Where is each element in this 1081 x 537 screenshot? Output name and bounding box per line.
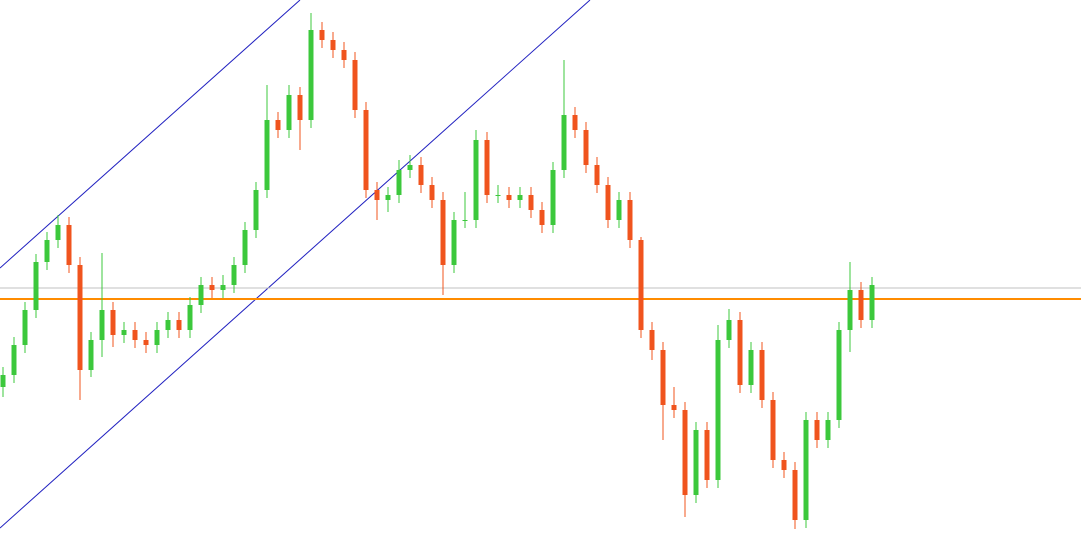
candle-body — [374, 190, 380, 200]
candle-body — [209, 285, 215, 290]
candle-body — [869, 285, 875, 320]
channel-lower — [0, 0, 591, 529]
candle-body — [198, 285, 204, 305]
candle-body — [759, 350, 765, 400]
candle-body — [253, 190, 259, 230]
candle-body — [363, 110, 369, 190]
candle-body — [77, 265, 83, 370]
candle-body — [825, 420, 831, 440]
candle-body — [242, 230, 248, 265]
candle-body — [462, 220, 468, 221]
candle-body — [396, 170, 402, 195]
candle-body — [770, 400, 776, 460]
channel-upper — [0, 0, 301, 269]
candle-body — [781, 460, 787, 470]
candle-body — [143, 340, 149, 345]
candle-body — [176, 320, 182, 330]
candle-body — [110, 310, 116, 335]
candle-body — [671, 405, 677, 410]
candle-body — [55, 225, 61, 240]
candle-body — [616, 200, 622, 220]
candle-body — [132, 330, 138, 340]
candle-body — [44, 240, 50, 262]
candle-body — [275, 120, 281, 130]
candle-body — [319, 30, 325, 40]
candle-body — [352, 60, 358, 110]
candle-body — [693, 430, 699, 495]
candle-body — [528, 195, 534, 210]
candle-body — [429, 185, 435, 200]
candle-body — [121, 330, 127, 335]
candle-body — [165, 320, 171, 330]
candle-body — [286, 95, 292, 130]
candle-body — [341, 50, 347, 60]
candle-body — [550, 170, 556, 225]
candle-body — [660, 350, 666, 405]
candle-body — [682, 410, 688, 495]
candle-body — [187, 305, 193, 330]
candle-body — [473, 140, 479, 220]
candle-body — [572, 115, 578, 130]
candle-body — [154, 330, 160, 345]
candle-body — [715, 340, 721, 480]
candle-body — [22, 310, 28, 345]
candle-body — [792, 470, 798, 520]
candle-body — [737, 320, 743, 385]
candle-body — [495, 195, 501, 196]
candle-body — [506, 195, 512, 200]
candle-body — [704, 430, 710, 480]
candle-body — [836, 330, 842, 420]
candle-body — [297, 95, 303, 120]
candle-body — [66, 225, 72, 265]
candle-body — [88, 340, 94, 370]
candle-body — [814, 420, 820, 440]
candle-body — [649, 330, 655, 350]
candle-body — [594, 165, 600, 185]
candle-body — [407, 165, 413, 170]
candle-body — [330, 40, 336, 50]
candle-body — [33, 262, 39, 310]
candle-body — [726, 320, 732, 340]
candle-body — [451, 220, 457, 265]
candle-body — [484, 140, 490, 195]
candle-body — [748, 350, 754, 385]
candle-body — [627, 200, 633, 240]
candle-body — [539, 210, 545, 225]
candle-body — [858, 290, 864, 320]
candle-body — [583, 130, 589, 165]
candle-body — [0, 375, 6, 387]
candle-body — [605, 185, 611, 220]
candle-body — [847, 290, 853, 330]
candle-body — [638, 240, 644, 330]
candle-body — [418, 165, 424, 185]
candle-body — [385, 195, 391, 200]
candle-body — [220, 285, 226, 290]
candle-body — [517, 195, 523, 200]
candle-body — [264, 120, 270, 190]
candle-body — [803, 420, 809, 520]
candle-body — [561, 115, 567, 170]
candle-body — [99, 310, 105, 340]
candle-body — [440, 200, 446, 265]
candle-body — [11, 345, 17, 375]
candle-body — [231, 265, 237, 285]
candle-body — [308, 30, 314, 120]
